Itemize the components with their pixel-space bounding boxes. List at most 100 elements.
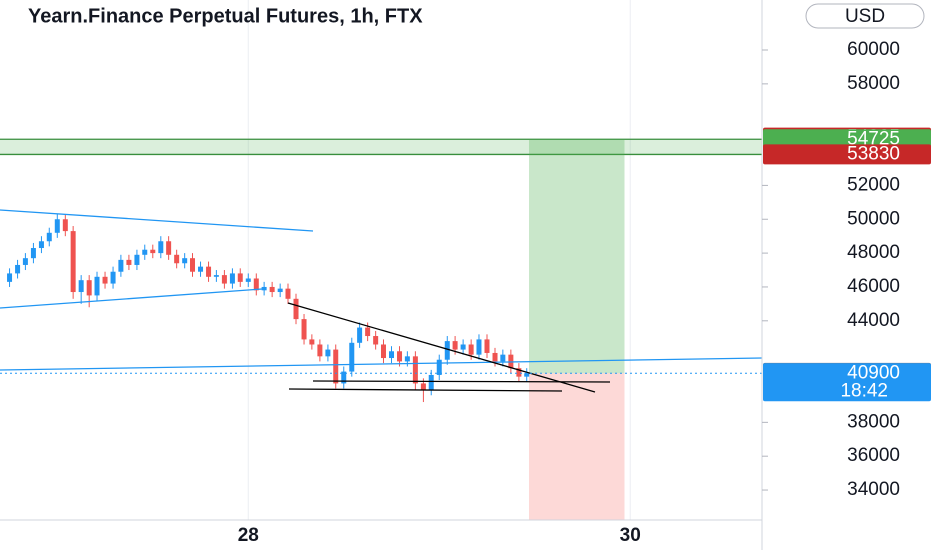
- candle-body: [460, 344, 466, 350]
- candle-body: [301, 319, 307, 340]
- candle-body: [436, 359, 442, 375]
- price-label: 54725: [847, 128, 900, 149]
- candle-body: [134, 254, 140, 265]
- candle-body: [476, 339, 482, 355]
- candle-body: [150, 249, 156, 254]
- candle-body: [30, 248, 36, 259]
- candle-body: [277, 288, 283, 293]
- candle-body: [309, 339, 315, 345]
- candle-body: [349, 342, 355, 372]
- candle-body: [325, 349, 331, 357]
- candle-body: [206, 266, 212, 277]
- candle-body: [524, 373, 530, 377]
- y-tick-label: 60000: [847, 39, 900, 60]
- currency-label[interactable]: USD: [845, 6, 885, 27]
- x-tick-label: 30: [620, 525, 641, 546]
- price-label-box: [763, 144, 931, 165]
- candle-body: [62, 219, 68, 232]
- candle-body: [285, 288, 291, 299]
- candle-body: [213, 275, 219, 277]
- candle-body: [428, 374, 434, 391]
- candle-body: [158, 241, 164, 254]
- y-tick-label: 44000: [847, 310, 900, 331]
- price-label-box: [763, 129, 931, 150]
- price-label: 53830: [847, 143, 900, 164]
- candles: [7, 214, 530, 403]
- price-label-box: [763, 363, 931, 402]
- candle-body: [333, 349, 339, 384]
- candle-body: [110, 271, 116, 284]
- candle-body: [484, 339, 490, 353]
- drawings: [0, 209, 763, 393]
- y-tick-label: 34000: [847, 479, 900, 500]
- candle-body: [94, 276, 100, 296]
- currency-button-frame[interactable]: [805, 3, 925, 29]
- candle-body: [500, 354, 506, 362]
- price-label: 40900: [847, 362, 900, 383]
- loss-zone: [529, 373, 625, 520]
- support-line: [288, 388, 563, 392]
- candle-body: [516, 368, 522, 377]
- candle-body: [293, 298, 299, 320]
- candle-body: [190, 258, 196, 272]
- countdown: 18:42: [840, 380, 888, 401]
- candle-body: [317, 344, 323, 357]
- candle-body: [269, 286, 275, 293]
- candle-body: [86, 280, 92, 296]
- candle-body: [182, 258, 188, 264]
- currency-button[interactable]: USD: [805, 3, 925, 29]
- trend-line: [0, 288, 263, 309]
- candle-body: [229, 273, 235, 284]
- zone-band: [0, 139, 762, 155]
- candle-body: [198, 266, 204, 272]
- candle-body: [70, 231, 76, 293]
- candle-body: [261, 286, 267, 291]
- candle-body: [118, 259, 124, 272]
- profit-zone: [529, 139, 625, 374]
- candle-body: [341, 371, 347, 384]
- candle-body: [7, 273, 13, 282]
- candle-body: [78, 280, 84, 293]
- candle-body: [412, 356, 418, 384]
- candle-body: [54, 219, 60, 233]
- trend-line: [287, 302, 596, 393]
- candle-body: [221, 275, 227, 284]
- y-tick-label: 52000: [847, 174, 900, 195]
- candle-body: [174, 254, 180, 264]
- candle-body: [166, 241, 172, 255]
- candle-body: [142, 249, 148, 255]
- underlay: [0, 0, 762, 520]
- trend-line: [0, 357, 763, 371]
- candle-body: [22, 258, 28, 265]
- candle-body: [245, 278, 251, 282]
- y-tick-label: 46000: [847, 276, 900, 297]
- y-tick-label: 38000: [847, 411, 900, 432]
- axes: 28 30 34000 36000 38000 44000 46000 48000 50000 5…: [238, 39, 931, 546]
- candle-body: [397, 351, 403, 362]
- x-tick-label: 28: [238, 525, 259, 546]
- y-tick-label: 48000: [847, 242, 900, 263]
- candle-body: [468, 344, 474, 355]
- chart-title: Yearn.Finance Perpetual Futures, 1h, FTX: [28, 5, 423, 27]
- candle-body: [373, 336, 379, 345]
- candle-body: [492, 352, 498, 362]
- candle-body: [380, 344, 386, 359]
- candle-body: [126, 259, 132, 265]
- candle-body: [444, 341, 450, 360]
- candle-body: [237, 273, 243, 282]
- candle-body: [389, 351, 395, 359]
- candle-body: [38, 241, 44, 249]
- y-tick-label: 36000: [847, 445, 900, 466]
- candle-body: [404, 356, 410, 362]
- y-tick-label: 50000: [847, 208, 900, 229]
- candle-body: [46, 232, 52, 242]
- candle-body: [102, 276, 108, 284]
- candle-body: [420, 383, 426, 391]
- y-tick-label: 58000: [847, 73, 900, 94]
- trend-line: [0, 209, 314, 232]
- candle-body: [253, 278, 259, 291]
- candle-body: [357, 327, 363, 343]
